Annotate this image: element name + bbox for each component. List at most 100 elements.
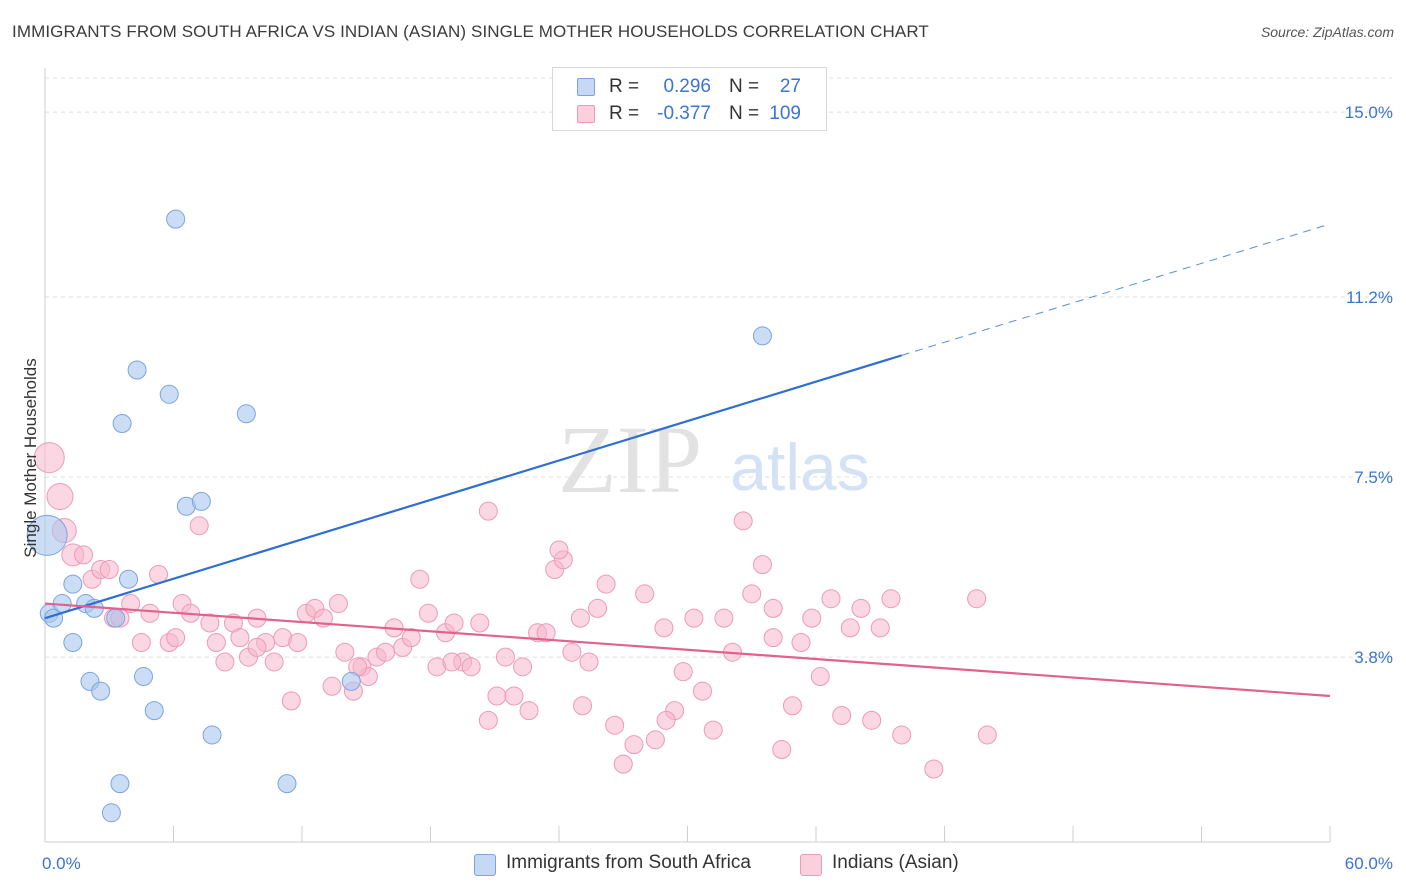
data-point-indians bbox=[513, 657, 533, 677]
data-point-indians bbox=[742, 584, 762, 604]
data-point-indians bbox=[418, 603, 438, 623]
data-point-indians bbox=[673, 662, 693, 682]
source-credit: Source: ZipAtlas.com bbox=[1260, 24, 1394, 40]
chart-title: IMMIGRANTS FROM SOUTH AFRICA VS INDIAN (… bbox=[12, 22, 929, 41]
data-point-indians bbox=[328, 594, 348, 614]
y-tick-label: 7.5% bbox=[1354, 468, 1393, 487]
data-point-indians bbox=[444, 613, 464, 633]
data-point-indians bbox=[200, 613, 220, 633]
data-point-indians bbox=[562, 642, 582, 662]
y-tick-label: 3.8% bbox=[1354, 648, 1393, 667]
legend-swatch-pink bbox=[577, 105, 595, 123]
data-point-indians bbox=[264, 652, 284, 672]
data-point-indians bbox=[206, 632, 226, 652]
data-point-indians bbox=[495, 647, 515, 667]
data-point-indians bbox=[410, 569, 430, 589]
data-point-indians bbox=[487, 686, 507, 706]
data-point-indians bbox=[692, 681, 712, 701]
data-point-indians bbox=[862, 710, 882, 730]
data-point-indians bbox=[870, 618, 890, 638]
data-point-indians bbox=[579, 652, 599, 672]
series-south-africa bbox=[26, 209, 772, 823]
data-point-indians bbox=[605, 715, 625, 735]
data-point-south-africa bbox=[159, 384, 179, 404]
bottom-legend-label: Indians (Asian) bbox=[832, 852, 959, 873]
data-point-indians bbox=[763, 598, 783, 618]
data-point-south-africa bbox=[236, 404, 256, 424]
legend-row-indians: R = -0.377 N = 109 bbox=[553, 101, 826, 127]
correlation-legend: R = 0.296 N = 27 R = -0.377 N = 109 bbox=[552, 67, 827, 131]
data-point-indians bbox=[810, 667, 830, 687]
data-point-indians bbox=[504, 686, 524, 706]
data-point-indians bbox=[703, 720, 723, 740]
bottom-legend-swatch-pink bbox=[800, 854, 822, 876]
trend-line-south-africa bbox=[44, 354, 902, 620]
data-point-indians bbox=[478, 710, 498, 730]
x-tick-label: 60.0% bbox=[1345, 854, 1393, 873]
data-point-south-africa bbox=[63, 632, 83, 652]
data-point-indians bbox=[613, 754, 633, 774]
data-point-indians bbox=[335, 642, 355, 662]
data-point-indians bbox=[376, 642, 396, 662]
data-point-indians bbox=[121, 594, 141, 614]
legend-n-value: 27 bbox=[779, 76, 801, 97]
data-point-indians bbox=[74, 545, 94, 565]
data-point-indians bbox=[131, 632, 151, 652]
data-point-indians bbox=[832, 705, 852, 725]
data-point-indians bbox=[215, 652, 235, 672]
data-point-south-africa bbox=[144, 701, 164, 721]
y-tick-label: 15.0% bbox=[1345, 103, 1393, 122]
x-tick-label: 0.0% bbox=[42, 854, 81, 873]
data-point-indians bbox=[840, 618, 860, 638]
data-point-indians bbox=[281, 691, 301, 711]
legend-r-value: 0.296 bbox=[663, 76, 711, 97]
data-point-south-africa bbox=[110, 774, 130, 794]
data-point-south-africa bbox=[106, 608, 126, 628]
data-point-south-africa bbox=[127, 360, 147, 380]
data-point-south-africa bbox=[63, 574, 83, 594]
data-point-indians bbox=[247, 637, 267, 657]
data-point-indians bbox=[519, 701, 539, 721]
data-point-indians bbox=[470, 613, 490, 633]
data-point-indians bbox=[536, 623, 556, 643]
data-point-south-africa bbox=[119, 569, 139, 589]
data-point-south-africa bbox=[191, 491, 211, 511]
data-point-indians bbox=[821, 589, 841, 609]
data-point-indians bbox=[656, 710, 676, 730]
data-point-indians bbox=[733, 511, 753, 531]
trend-line-indians bbox=[44, 602, 1331, 698]
data-point-indians bbox=[140, 603, 160, 623]
data-point-indians bbox=[714, 608, 734, 628]
legend-r-value: -0.377 bbox=[657, 103, 711, 124]
data-point-indians bbox=[588, 598, 608, 618]
data-point-indians bbox=[461, 657, 481, 677]
data-point-indians bbox=[33, 442, 65, 474]
legend-n-label: N = bbox=[729, 103, 760, 124]
watermark-zip: ZIP bbox=[558, 406, 702, 513]
trend-lines bbox=[44, 223, 1331, 698]
data-point-south-africa bbox=[101, 803, 121, 823]
data-point-indians bbox=[442, 652, 462, 672]
data-point-south-africa bbox=[134, 667, 154, 687]
data-point-indians bbox=[189, 516, 209, 536]
data-point-south-africa bbox=[166, 209, 186, 229]
data-point-indians bbox=[322, 676, 342, 696]
data-point-indians bbox=[596, 574, 616, 594]
data-point-indians bbox=[791, 632, 811, 652]
data-point-south-africa bbox=[26, 514, 68, 556]
data-point-indians bbox=[635, 584, 655, 604]
data-point-indians bbox=[782, 696, 802, 716]
watermark-atlas: atlas bbox=[730, 430, 869, 504]
data-point-indians bbox=[478, 501, 498, 521]
data-point-indians bbox=[288, 632, 308, 652]
tick-labels: 3.8% 7.5% 11.2% 15.0% 0.0% 60.0% bbox=[42, 103, 1393, 873]
data-point-indians bbox=[924, 759, 944, 779]
data-point-south-africa bbox=[277, 774, 297, 794]
data-point-indians bbox=[645, 730, 665, 750]
watermark: ZIP atlas bbox=[558, 406, 870, 513]
bottom-legend-label: Immigrants from South Africa bbox=[506, 852, 751, 873]
legend-swatch-blue bbox=[577, 78, 595, 96]
data-point-indians bbox=[654, 618, 674, 638]
legend-n-value: 109 bbox=[769, 103, 801, 124]
legend-row-south-africa: R = 0.296 N = 27 bbox=[553, 74, 826, 100]
